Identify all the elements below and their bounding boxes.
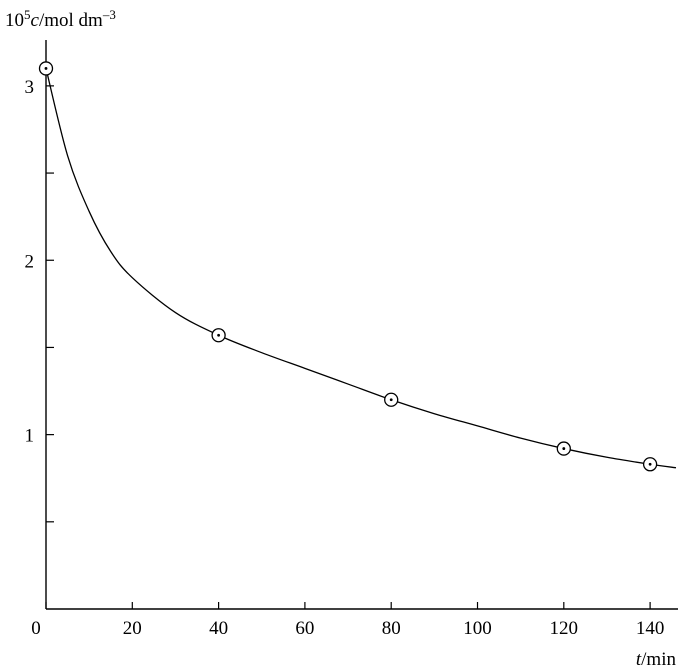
data-point <box>38 61 54 76</box>
data-points-layer <box>38 61 658 472</box>
y-tick-label: 2 <box>25 251 35 272</box>
ticks: 0 20 40 60 80 100 120 140 1 2 3 <box>25 77 665 639</box>
data-point <box>642 457 658 472</box>
data-point <box>211 328 226 343</box>
data-point-dot <box>648 462 652 466</box>
x-tick-label: 100 <box>463 618 492 639</box>
axes <box>45 40 678 610</box>
data-point-dot <box>562 447 566 450</box>
x-tick-label: 60 <box>295 618 314 639</box>
data-point <box>556 441 571 456</box>
x-tick-label: 40 <box>209 618 228 639</box>
data-point-dot <box>389 398 393 402</box>
x-tick-label: 20 <box>123 618 142 639</box>
x-axis-label: t/min <box>636 649 677 670</box>
data-point <box>384 392 399 407</box>
fit-curve-line <box>45 68 677 469</box>
fit-curve-layer <box>45 68 677 469</box>
x-tick-label: 0 <box>31 618 41 639</box>
x-tick-label: 140 <box>636 618 665 639</box>
y-tick-label: 1 <box>25 426 35 447</box>
y-tick-label: 3 <box>25 77 35 98</box>
data-point-dot <box>217 333 221 337</box>
x-tick-label: 80 <box>382 618 401 639</box>
data-point-dot <box>44 67 48 70</box>
y-axis-label: 105c/mol dm–3 <box>5 7 116 31</box>
x-tick-label: 120 <box>550 618 579 639</box>
